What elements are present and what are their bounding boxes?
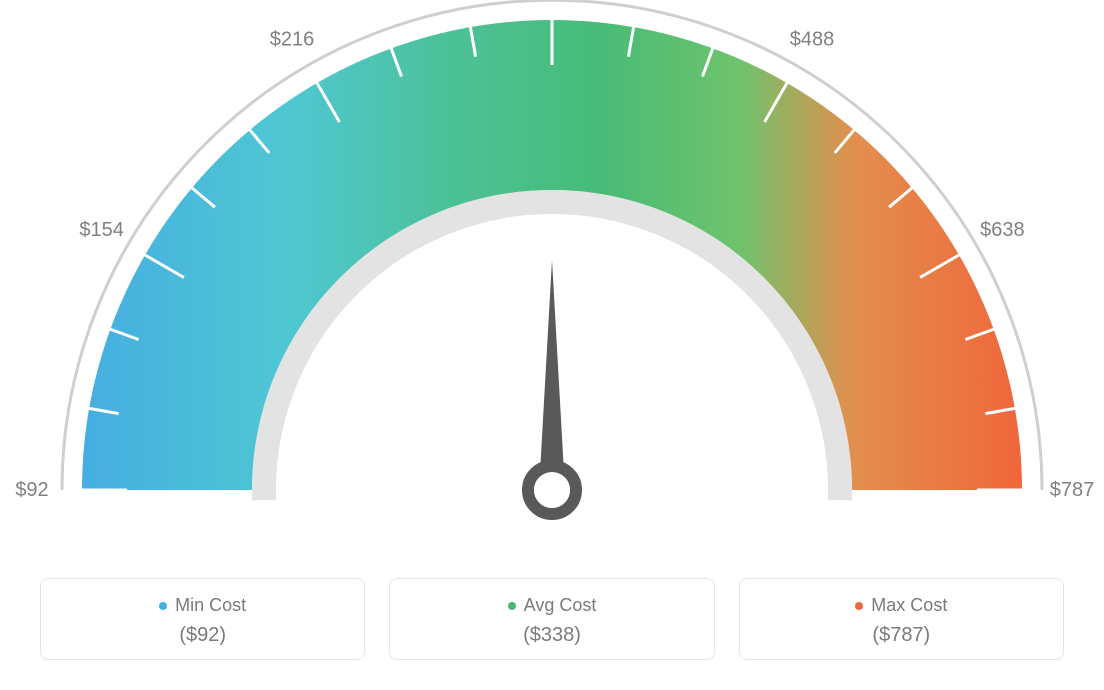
svg-text:$154: $154: [79, 219, 124, 241]
legend-value-min: ($92): [41, 624, 364, 647]
legend-row: Min Cost ($92) Avg Cost ($338) Max Cost …: [40, 578, 1064, 660]
legend-card-min: Min Cost ($92): [40, 578, 365, 660]
dot-icon: [159, 602, 167, 610]
legend-label-text: Max Cost: [871, 595, 947, 616]
legend-value-avg: ($338): [390, 624, 713, 647]
svg-text:$488: $488: [790, 29, 835, 51]
legend-label-min: Min Cost: [159, 595, 246, 616]
legend-value-max: ($787): [740, 624, 1063, 647]
legend-card-max: Max Cost ($787): [739, 578, 1064, 660]
svg-text:$638: $638: [980, 219, 1025, 241]
legend-label-max: Max Cost: [855, 595, 947, 616]
svg-text:$92: $92: [15, 479, 48, 501]
legend-card-avg: Avg Cost ($338): [389, 578, 714, 660]
svg-text:$216: $216: [270, 29, 315, 51]
legend-label-text: Min Cost: [175, 595, 246, 616]
legend-label-avg: Avg Cost: [508, 595, 597, 616]
svg-text:$787: $787: [1050, 479, 1095, 501]
gauge-chart: $92$154$216$338$488$638$787: [0, 0, 1104, 560]
dot-icon: [855, 602, 863, 610]
legend-label-text: Avg Cost: [524, 595, 597, 616]
dot-icon: [508, 602, 516, 610]
